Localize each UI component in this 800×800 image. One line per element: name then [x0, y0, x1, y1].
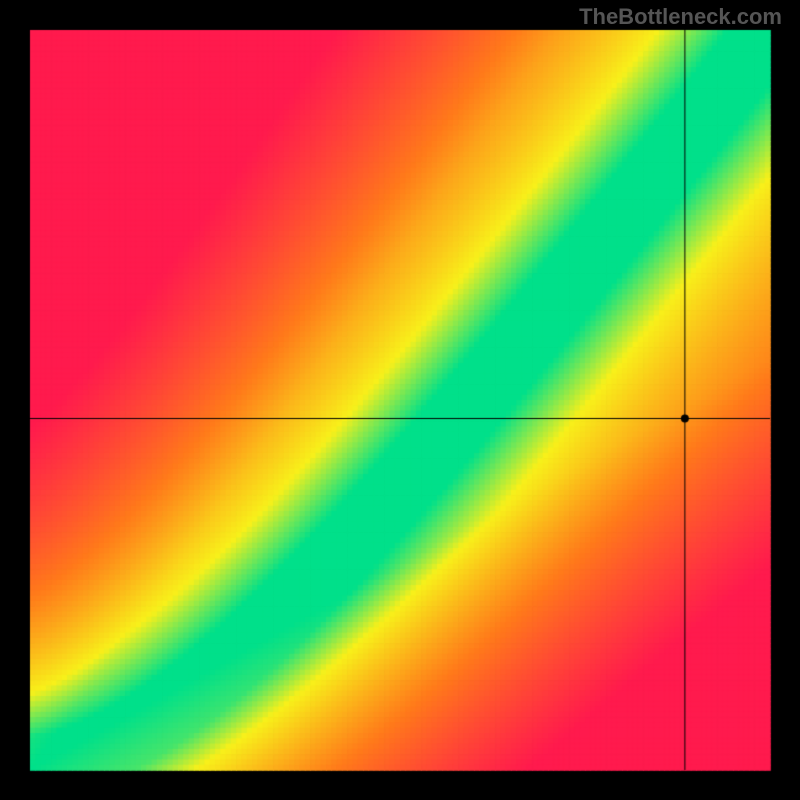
- watermark-text: TheBottleneck.com: [579, 4, 782, 30]
- bottleneck-heatmap: [0, 0, 800, 800]
